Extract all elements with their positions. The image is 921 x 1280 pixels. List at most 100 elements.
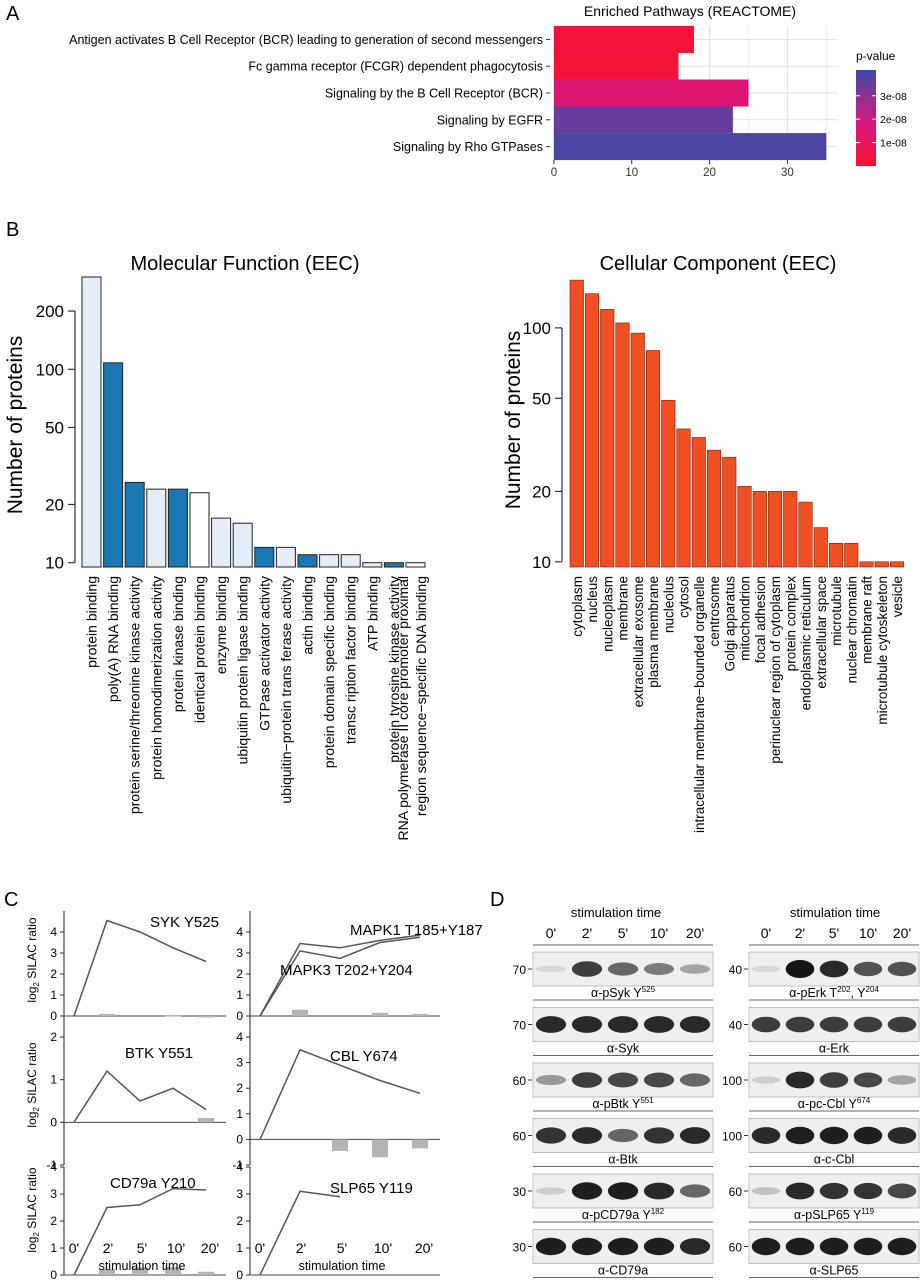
blot-band [679,1016,711,1033]
category-label: ubiquitin protein ligase binding [235,576,251,764]
antibody-label: α-pErk T202, Y204 [789,985,879,1000]
mw-marker: 70 [513,1019,527,1033]
lane-label: 0' [761,925,771,941]
silac-line [73,1187,207,1276]
lane-label: 5' [618,925,628,941]
blot-band [643,1182,675,1200]
category-bar [189,492,210,568]
x-tick-label: 10' [167,1240,185,1256]
x-tick-label: 0' [255,1240,265,1256]
y-label-log: log [25,987,39,1003]
pathway-bar [553,52,679,80]
antibody-name: α-CD79a [598,1264,648,1278]
blot-band [607,1128,639,1143]
antibody-site: 119 [861,1207,874,1216]
antibody-name: α-Btk [608,1153,638,1167]
antibody-label: α-SLP65 [810,1264,859,1278]
panel-letter-a: A [6,3,20,25]
lane-label: 2' [582,925,592,941]
pathway-label: Signaling by the B Cell Receptor (BCR) [325,87,543,101]
antibody-label: α-c-Cbl [814,1153,855,1167]
y-tick-label: 2 [236,1081,243,1095]
antibody-label: α-Btk [608,1153,638,1167]
category-bar [362,562,383,568]
category-label-line: RNA polymerase II core promoter proximal [395,576,411,841]
category-bar [383,562,404,568]
category-label: mitochondrion [738,576,753,661]
category-label: cytoplasm [570,576,585,637]
lane-label: 0' [546,925,556,941]
mw-marker: 60 [513,1130,527,1144]
category-label: identical protein binding [192,576,208,723]
category-bar [798,501,813,568]
category-label: nucleus [585,576,600,623]
blot-band [607,1182,639,1200]
blot-band [785,1071,815,1089]
silac-subplot: -1 0 1 2 BTK Y551 [46,1030,226,1172]
category-label: intracellular membrane−bounded organelle [692,576,707,833]
y-tick-label: 50 [45,419,64,438]
y-tick-label: 1 [236,1107,243,1121]
category-label: protein domain specific binding [321,576,337,768]
mf-ylabel: Number of proteins [4,336,27,515]
x-tick-label: 0' [69,1240,79,1256]
y-label-rest: SILAC ratio [25,917,39,982]
category-bar [859,561,874,568]
panel-a-reactome-chart: Enriched Pathways (REACTOME) p-value Ant… [69,3,907,179]
pvalue-colorbar [856,70,876,166]
silac-line [73,919,207,1017]
blot-band [785,1016,815,1033]
y-tick-label: 4 [236,1160,243,1174]
x-tick-label: 30 [781,167,794,179]
y-tick-label: 3 [236,946,243,960]
category-label: endoplasmic reticulum [799,576,814,710]
category-bar [752,491,767,568]
blot-band [535,1016,567,1033]
blot-panel: 60 α-SLP65 [729,1229,920,1278]
silac-subplot: 0 1 2 3 4 SLP65 Y119 [236,1160,440,1280]
category-bar [767,491,783,568]
antibody-site: 204 [866,985,880,994]
pathway-bar [553,133,827,161]
y-tick-label: 20 [532,482,551,501]
panel-a-title: Enriched Pathways (REACTOME) [584,3,796,19]
antibody-name: α-c-Cbl [814,1153,855,1167]
blot-band [819,1237,849,1256]
category-label: ATP binding [364,576,380,651]
antibody-label: α-pSLP65 Y119 [794,1207,875,1222]
silac-line [259,1190,341,1276]
blot-band [535,965,567,973]
antibody-name: α-Syk [607,1042,640,1056]
blot-band [819,1016,849,1033]
mw-marker: 100 [722,1074,742,1088]
blot-band [643,1016,675,1033]
blot-band [751,965,781,973]
antibody-name: α-pErk T [789,986,837,1000]
blot-band [571,1182,603,1200]
category-label: plasma membrane [646,576,661,688]
category-label: protein kinase binding [170,576,186,712]
mw-marker: 60 [729,1185,743,1199]
blot-band [751,1187,781,1195]
blot-panel: 40 α-pErk T202, Y204 [729,951,920,1001]
silac-bar [132,1267,148,1275]
antibody-site: 202 [837,985,851,994]
subplot-title: MAPK1 T185+Y187 [350,922,483,939]
blot-panel: 60 α-pSLP65 Y119 [729,1173,920,1223]
blot-band [679,1238,711,1255]
antibody-label: α-pCD79a Y182 [582,1207,665,1222]
y-tick-label: 4 [236,1030,243,1044]
antibody-label: α-pc-Cbl Y674 [798,1096,871,1111]
blot-band [679,1127,711,1144]
blot-panel: 60 α-pBtk Y551 [513,1062,714,1112]
panel-b-cellular-component-chart: Cellular Component (EEC) Number of prote… [502,253,905,833]
blot-band [785,1126,815,1145]
blot-band [853,961,883,977]
pvalue-legend-title: p-value [856,49,896,63]
antibody-name: α-pSyk Y [591,986,642,1000]
blot-panel: 70 α-pSyk Y525 [513,951,714,1001]
y-label-log: log [25,1112,39,1128]
y-tick-label: 2 [236,967,243,981]
blot-band [887,1183,917,1199]
silac-bar [292,1009,308,1016]
